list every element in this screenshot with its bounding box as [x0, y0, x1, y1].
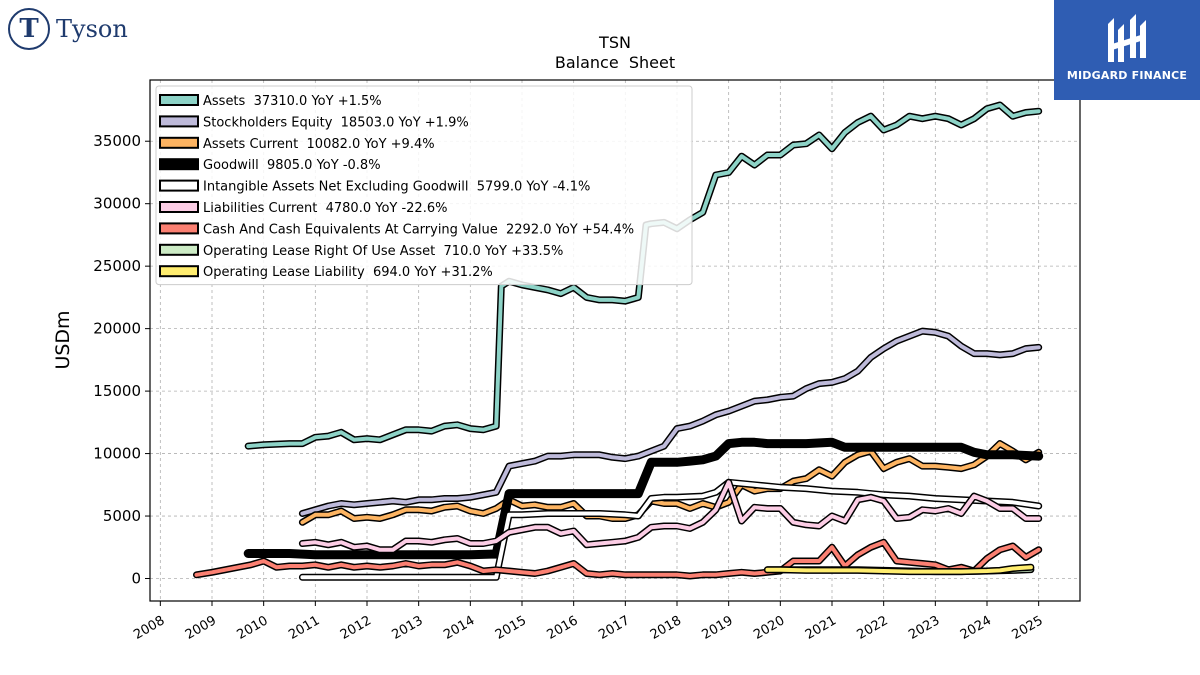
legend: Assets 37310.0 YoY +1.5% Stockholders Equ… — [155, 85, 693, 286]
legend-label-3: Goodwill 9805.0 YoY -0.8% — [203, 158, 381, 173]
y-axis-ticks: 0 5000 10000 15000 20000 25000 30000 35000 — [93, 132, 150, 588]
legend-label-0: Assets 37310.0 YoY +1.5% — [203, 94, 382, 109]
y-tick-label: 5000 — [103, 507, 141, 525]
y-tick-label: 25000 — [93, 257, 141, 275]
legend-swatch-6 — [159, 222, 199, 235]
legend-label-8: Operating Lease Liability 694.0 YoY +31.… — [203, 265, 493, 280]
legend-swatch-1 — [159, 115, 199, 128]
x-tick-label: 2024 — [958, 613, 994, 643]
legend-swatch-0 — [159, 94, 199, 106]
legend-swatch-2 — [159, 136, 199, 149]
x-tick-label: 2012 — [338, 613, 374, 643]
x-tick-label: 2008 — [131, 613, 167, 643]
y-tick-label: 0 — [131, 570, 141, 588]
midgard-finance-logo: MIDGARD FINANCE — [1054, 0, 1200, 100]
y-tick-label: 30000 — [93, 195, 141, 213]
tyson-logo: T Tyson — [8, 8, 128, 50]
legend-swatch-4 — [159, 179, 199, 192]
x-tick-label: 2014 — [441, 613, 477, 643]
legend-label-4: Intangible Assets Net Excluding Goodwill… — [203, 180, 590, 195]
tyson-wordmark: Tyson — [56, 15, 128, 43]
series-outline-1 — [298, 327, 1043, 517]
y-tick-label: 20000 — [93, 320, 141, 338]
x-tick-label: 2020 — [751, 613, 787, 643]
x-axis-ticks: 2008 2009 2010 2011 2012 2013 2014 2015 2016 2017… — [131, 601, 1046, 643]
x-tick-label: 2019 — [700, 613, 736, 643]
x-tick-label: 2017 — [596, 613, 632, 643]
tyson-emblem-icon: T — [8, 8, 50, 50]
x-tick-label: 2018 — [648, 613, 684, 643]
x-tick-label: 2010 — [235, 613, 271, 643]
legend-label-7: Operating Lease Right Of Use Asset 710.0… — [203, 244, 563, 259]
legend-swatch-8 — [159, 265, 199, 278]
y-tick-label: 10000 — [93, 445, 141, 463]
series-line-8 — [765, 565, 1033, 574]
legend-swatch-5 — [159, 201, 199, 213]
series-outline-3 — [243, 437, 1044, 560]
series-line-6 — [194, 540, 1041, 578]
y-tick-label: 35000 — [93, 132, 141, 150]
chart-subtitle: Balance Sheet — [555, 53, 675, 72]
x-tick-label: 2009 — [183, 613, 219, 643]
midgard-emblem-icon — [1108, 14, 1146, 62]
legend-label-5: Liabilities Current 4780.0 YoY -22.6% — [203, 201, 447, 216]
plot-frame — [149, 79, 1081, 602]
legend-label-6: Cash And Cash Equivalents At Carrying Va… — [203, 222, 634, 237]
chart-title: TSN — [598, 33, 631, 52]
x-tick-label: 2015 — [493, 613, 529, 643]
x-tick-label: 2022 — [855, 613, 891, 643]
series-line-2 — [300, 441, 1041, 525]
series-line-1 — [300, 329, 1041, 516]
x-tick-label: 2025 — [1010, 613, 1046, 643]
series-line-4 — [300, 480, 1041, 580]
midgard-wordmark: MIDGARD FINANCE — [1066, 69, 1188, 82]
legend-label-1: Stockholders Equity 18503.0 YoY +1.9% — [203, 115, 469, 130]
series-lines — [193, 101, 1044, 581]
legend-swatch-7 — [159, 243, 199, 256]
y-tick-label: 15000 — [93, 382, 141, 400]
legend-swatch-3 — [159, 158, 199, 171]
series-line-5 — [300, 480, 1041, 552]
x-tick-label: 2016 — [545, 613, 581, 643]
x-tick-label: 2021 — [803, 613, 839, 643]
x-tick-label: 2013 — [390, 613, 426, 643]
x-tick-label: 2011 — [286, 613, 322, 643]
legend-label-2: Assets Current 10082.0 YoY +9.4% — [203, 137, 435, 152]
y-axis-label: USDm — [52, 310, 74, 369]
legend-box — [155, 85, 693, 286]
x-tick-label: 2023 — [906, 613, 942, 643]
